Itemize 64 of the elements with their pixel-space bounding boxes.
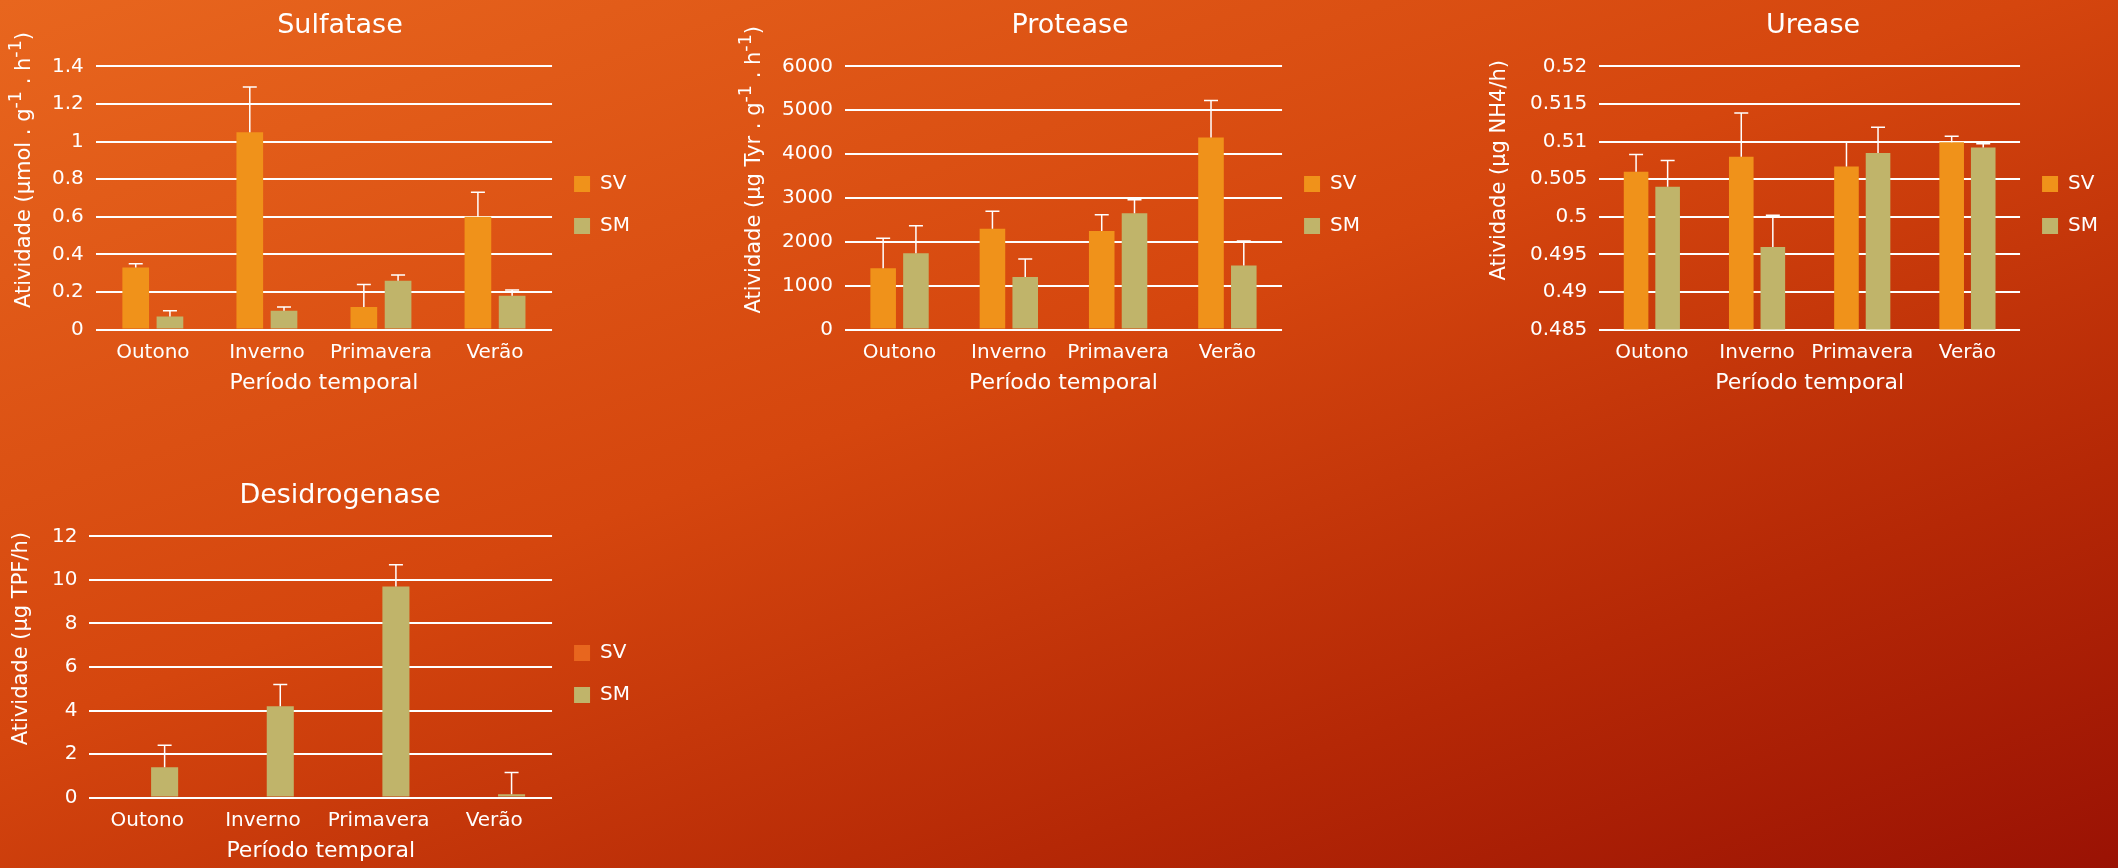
y-tick-label: 6 bbox=[64, 653, 78, 678]
y-tick-label: 0.495 bbox=[1529, 240, 1588, 265]
y-tick-label: 2000 bbox=[781, 228, 833, 253]
y-tick-label: 0 bbox=[71, 315, 84, 340]
x-tick-label: Primavera bbox=[330, 338, 432, 363]
y-tick-label: 0.49 bbox=[1542, 278, 1588, 303]
x-tick-label: Outono bbox=[862, 338, 937, 363]
x-tick-label: Outono bbox=[110, 806, 184, 831]
chart-title: Desidrogenase bbox=[239, 478, 441, 510]
x-axis-title: Período temporal bbox=[1715, 368, 1905, 394]
x-tick-label: Inverno bbox=[1719, 338, 1795, 363]
x-axis-title: Período temporal bbox=[229, 368, 419, 394]
y-tick-label: 1000 bbox=[781, 271, 833, 296]
y-tick-label: 1.2 bbox=[51, 90, 84, 115]
y-tick-label: 0 bbox=[820, 315, 833, 340]
y-tick-label: 0.4 bbox=[51, 240, 84, 265]
y-tick-label: 12 bbox=[52, 522, 78, 547]
chart-title: Sulfatase bbox=[277, 8, 403, 40]
x-tick-label: Inverno bbox=[229, 338, 305, 363]
x-tick-label: Primavera bbox=[327, 806, 430, 831]
x-axis-title: Período temporal bbox=[969, 368, 1158, 394]
x-tick-label: Inverno bbox=[225, 806, 301, 831]
y-tick-label: 0.515 bbox=[1529, 90, 1588, 115]
y-tick-label: 0.485 bbox=[1529, 315, 1588, 340]
x-tick-label: Outono bbox=[116, 338, 190, 363]
x-tick-label: Outono bbox=[1615, 338, 1689, 363]
x-tick-label: Primavera bbox=[1067, 338, 1170, 363]
y-tick-label: 0.6 bbox=[51, 203, 84, 227]
legend-label: SV bbox=[2068, 170, 2095, 195]
chart-title: Protease bbox=[1011, 8, 1129, 40]
y-tick-label: 6000 bbox=[781, 52, 833, 77]
y-tick-label: 4000 bbox=[781, 140, 833, 165]
y-axis-title: Atividade (µg NH4/h) bbox=[1486, 59, 1510, 281]
y-tick-label: 0.51 bbox=[1542, 127, 1588, 152]
y-tick-label: 0.2 bbox=[51, 278, 84, 303]
x-tick-label: Verão bbox=[466, 338, 524, 363]
x-tick-label: Verão bbox=[1938, 338, 1997, 363]
y-tick-label: 0.5 bbox=[1555, 203, 1588, 227]
y-tick-label: 2 bbox=[64, 740, 78, 765]
x-tick-label: Verão bbox=[465, 806, 523, 831]
y-tick-label: 1 bbox=[71, 127, 84, 152]
y-tick-label: 0 bbox=[64, 783, 78, 808]
legend-label: SM bbox=[600, 681, 630, 706]
x-axis-title: Período temporal bbox=[226, 836, 416, 862]
y-tick-label: 0.505 bbox=[1529, 165, 1588, 190]
x-tick-label: Verão bbox=[1198, 338, 1256, 363]
legend-label: SM bbox=[2068, 212, 2098, 237]
x-tick-label: Inverno bbox=[971, 338, 1047, 363]
y-tick-label: 3000 bbox=[781, 184, 833, 209]
y-tick-label: 0.52 bbox=[1542, 52, 1588, 77]
y-tick-label: 4 bbox=[64, 696, 78, 721]
x-tick-label: Primavera bbox=[1811, 338, 1914, 363]
y-tick-label: 5000 bbox=[781, 96, 833, 121]
y-tick-label: 10 bbox=[52, 566, 78, 591]
legend-label: SM bbox=[1330, 212, 1360, 237]
y-tick-label: 8 bbox=[64, 609, 78, 634]
legend-label: SV bbox=[600, 639, 627, 664]
y-tick-label: 1.4 bbox=[51, 52, 84, 77]
y-axis-title: Atividade (µg TPF/h) bbox=[8, 532, 32, 746]
legend-label: SM bbox=[600, 212, 630, 237]
chart-title: Urease bbox=[1765, 8, 1861, 40]
y-tick-label: 0.8 bbox=[51, 165, 84, 190]
legend-label: SV bbox=[1330, 170, 1357, 195]
legend-label: SV bbox=[600, 170, 627, 195]
